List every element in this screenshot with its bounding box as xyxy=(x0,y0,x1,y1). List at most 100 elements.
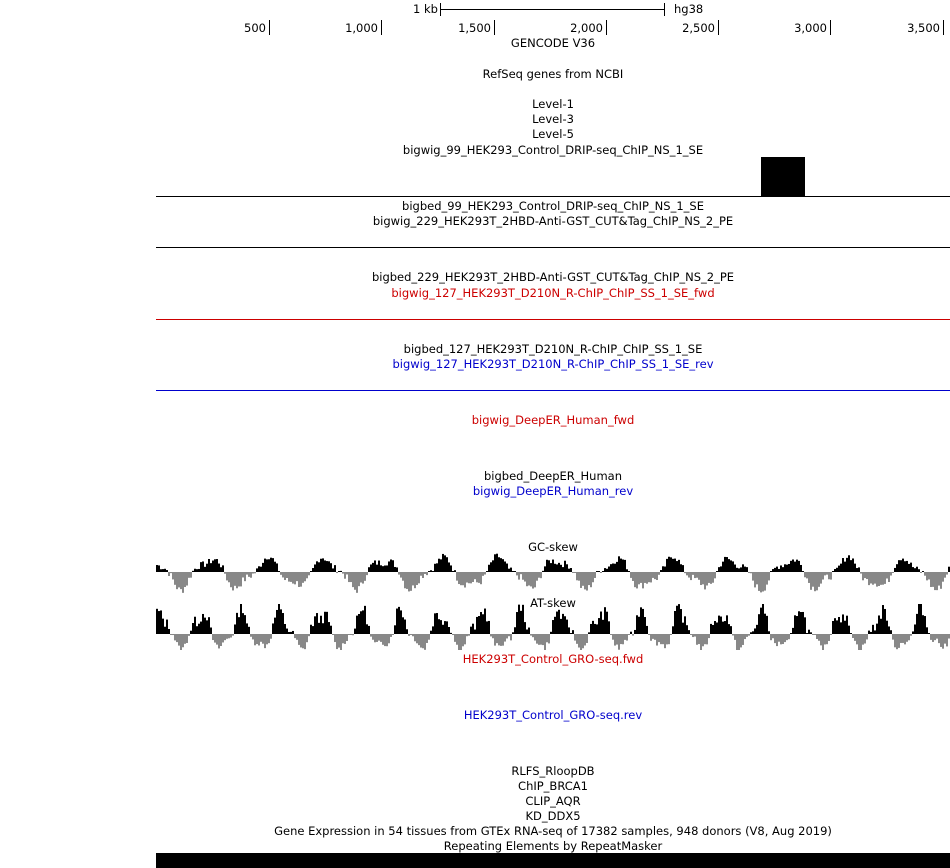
skew-bar xyxy=(656,634,658,646)
track-label-refseq[interactable]: RefSeq genes from NCBI xyxy=(482,67,624,81)
skew-bar xyxy=(358,572,360,587)
skew-bar xyxy=(856,634,858,645)
skew-bar xyxy=(484,572,486,575)
track-label-level3[interactable]: Level-3 xyxy=(532,112,574,126)
skew-bar xyxy=(662,566,664,572)
skew-bar xyxy=(502,559,504,572)
skew-bar xyxy=(482,572,484,576)
at-skew-wiggle[interactable] xyxy=(156,604,950,650)
skew-bar xyxy=(340,634,342,650)
track-label-rlfs[interactable]: RLFS_RloopDB xyxy=(511,764,595,778)
skew-bar xyxy=(946,572,948,575)
skew-bar xyxy=(754,572,756,588)
scale-bar: 1 kb hg38 xyxy=(0,0,950,20)
track-label-gencode[interactable]: GENCODE V36 xyxy=(510,36,596,50)
skew-bar xyxy=(888,572,890,582)
skew-bar xyxy=(636,615,638,634)
track-label-bigwig99[interactable]: bigwig_99_HEK293_Control_DRIP-seq_ChIP_N… xyxy=(402,143,704,157)
skew-bar xyxy=(428,571,430,572)
skew-bar xyxy=(684,616,686,634)
track-label-bigbed229[interactable]: bigbed_229_HEK293T_2HBD-Anti-GST_CUT&Tag… xyxy=(371,270,735,284)
skew-bar xyxy=(288,572,290,582)
skew-bar xyxy=(600,572,602,573)
skew-bar xyxy=(826,572,828,575)
track-label-clip-aqr[interactable]: CLIP_AQR xyxy=(525,794,581,808)
skew-bar xyxy=(406,572,408,589)
skew-bar xyxy=(338,571,340,572)
track-label-bigwig127-rev[interactable]: bigwig_127_HEK293T_D210N_R-ChIP_ChIP_SS_… xyxy=(392,357,714,371)
skew-bar xyxy=(936,572,938,591)
track-label-bigbed127[interactable]: bigbed_127_HEK293T_D210N_R-ChIP_ChIP_SS_… xyxy=(403,342,703,356)
skew-bar xyxy=(568,568,570,572)
skew-bar xyxy=(640,572,642,583)
skew-bar xyxy=(356,572,358,593)
skew-bar xyxy=(242,613,244,634)
skew-bar xyxy=(516,612,518,634)
skew-bar xyxy=(922,571,924,572)
skew-bar xyxy=(218,634,220,649)
skew-bar xyxy=(378,560,380,572)
skew-bar xyxy=(934,634,936,641)
skew-bar xyxy=(376,634,378,642)
skew-bar xyxy=(770,571,772,572)
track-label-repeatmasker[interactable]: Repeating Elements by RepeatMasker xyxy=(443,839,663,853)
skew-bar xyxy=(574,634,576,641)
track-label-bigwig127-fwd[interactable]: bigwig_127_HEK293T_D210N_R-ChIP_ChIP_SS_… xyxy=(391,286,715,300)
skew-bar xyxy=(724,556,726,572)
track-label-gro-rev[interactable]: HEK293T_Control_GRO-seq.rev xyxy=(463,708,643,722)
skew-bar xyxy=(296,634,298,640)
skew-bar xyxy=(940,634,942,647)
skew-bar xyxy=(934,572,936,591)
skew-bar xyxy=(714,572,716,579)
skew-bar xyxy=(394,625,396,634)
skew-bar xyxy=(234,624,236,634)
skew-bar xyxy=(332,568,334,572)
track-label-gtex[interactable]: Gene Expression in 54 tissues from GTEx … xyxy=(274,824,832,838)
skew-bar xyxy=(592,572,594,583)
skew-bar xyxy=(196,569,198,572)
track-label-level5[interactable]: Level-5 xyxy=(532,127,574,141)
drip-seq-signal-peak[interactable] xyxy=(761,157,805,196)
skew-bar xyxy=(498,634,500,646)
skew-bar xyxy=(396,608,398,634)
skew-bar xyxy=(390,559,392,572)
skew-bar xyxy=(884,608,886,634)
skew-bar xyxy=(750,572,752,574)
skew-bar xyxy=(310,571,312,572)
skew-bar xyxy=(434,613,436,634)
skew-bar xyxy=(780,634,782,645)
track-label-deeper-rev[interactable]: bigwig_DeepER_Human_rev xyxy=(472,484,634,498)
track-label-bigbed99[interactable]: bigbed_99_HEK293_Control_DRIP-seq_ChIP_N… xyxy=(402,199,704,213)
skew-bar xyxy=(260,566,262,572)
skew-bar xyxy=(930,634,932,640)
track-label-level1[interactable]: Level-1 xyxy=(532,97,574,111)
track-label-deeper-fwd[interactable]: bigwig_DeepER_Human_fwd xyxy=(471,413,635,427)
track-label-gc-skew[interactable]: GC-skew xyxy=(528,540,578,554)
track-label-at-skew[interactable]: AT-skew xyxy=(530,596,576,610)
track-label-gro-fwd[interactable]: HEK293T_Control_GRO-seq.fwd xyxy=(462,652,644,666)
skew-bar xyxy=(476,616,478,634)
skew-bar xyxy=(574,572,576,573)
skew-bar xyxy=(898,560,900,572)
skew-bar xyxy=(910,634,912,636)
skew-bar xyxy=(938,634,940,644)
skew-bar xyxy=(412,634,414,637)
skew-bar xyxy=(528,572,530,586)
gc-skew-wiggle[interactable] xyxy=(156,550,950,594)
skew-bar xyxy=(190,572,192,578)
track-label-deeper-bed[interactable]: bigbed_DeepER_Human xyxy=(483,469,623,483)
skew-bar xyxy=(494,634,496,646)
skew-bar xyxy=(828,634,830,641)
skew-bar xyxy=(456,634,458,645)
skew-bar xyxy=(846,615,848,634)
skew-bar xyxy=(320,558,322,572)
skew-bar xyxy=(566,619,568,634)
repeatmasker-element[interactable] xyxy=(156,853,950,868)
skew-bar xyxy=(526,629,528,634)
track-label-bigwig229[interactable]: bigwig_229_HEK293T_2HBD-Anti-GST_CUT&Tag… xyxy=(372,214,734,228)
skew-bar xyxy=(876,572,878,587)
track-label-kd-ddx5[interactable]: KD_DDX5 xyxy=(525,809,581,823)
track-label-chip-brca1[interactable]: ChIP_BRCA1 xyxy=(518,779,588,793)
skew-bar xyxy=(334,634,336,643)
skew-bar xyxy=(388,634,390,644)
